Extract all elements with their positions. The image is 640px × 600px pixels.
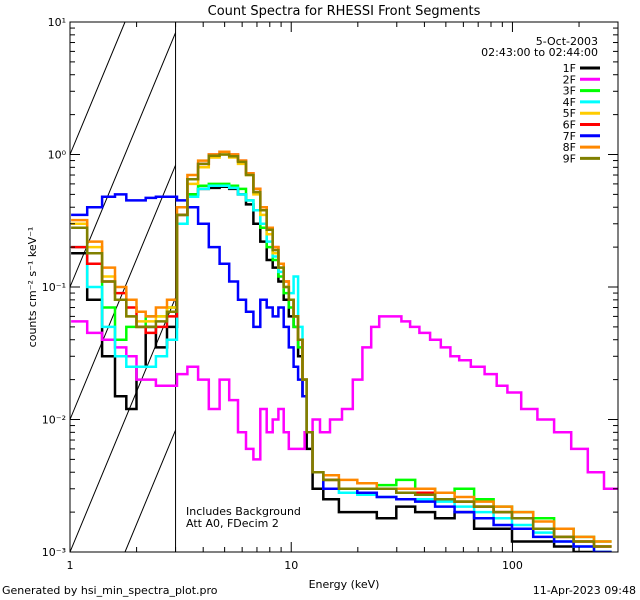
x-tick-label: 10 xyxy=(284,559,298,572)
series-line-7f xyxy=(71,193,612,552)
y-tick-label: 10⁻¹ xyxy=(42,281,66,294)
annotation-background: Includes Background xyxy=(186,505,301,518)
series-line-8f xyxy=(71,150,612,543)
legend-label-7f: 7F xyxy=(563,130,576,143)
legend-label-3f: 3F xyxy=(563,85,576,98)
hatch-line xyxy=(70,31,176,289)
y-tick-label: 10⁰ xyxy=(48,149,67,162)
y-tick-label: 10¹ xyxy=(48,16,66,29)
legend-label-9f: 9F xyxy=(563,152,576,165)
footer-generated-by: Generated by hsi_min_spectra_plot.pro xyxy=(2,584,218,597)
hatch-line xyxy=(0,22,15,552)
x-tick-label: 100 xyxy=(502,559,523,572)
y-axis-label: counts cm⁻² s⁻¹ keV⁻¹ xyxy=(26,227,39,348)
legend-label-8f: 8F xyxy=(563,141,576,154)
legend-label-5f: 5F xyxy=(563,107,576,120)
y-tick-label: 10⁻³ xyxy=(42,546,66,559)
hatch-line xyxy=(70,22,126,156)
legend-label-6f: 6F xyxy=(563,119,576,132)
hatch-line xyxy=(620,22,640,552)
series-line-4f xyxy=(71,184,612,552)
series-line-9f xyxy=(71,153,612,548)
hatch-line xyxy=(235,22,455,552)
series-lines xyxy=(71,150,618,552)
hatch-line xyxy=(70,296,176,552)
legend-label-4f: 4F xyxy=(563,96,576,109)
x-tick-label: 1 xyxy=(67,559,74,572)
time-range-label: 02:43:00 to 02:44:00 xyxy=(481,46,598,59)
hatch-line xyxy=(345,22,565,552)
annotation-attenuator: Att A0, FDecim 2 xyxy=(186,517,279,530)
footer-timestamp: 11-Apr-2023 09:48 xyxy=(533,584,636,597)
series-line-1f xyxy=(71,185,612,552)
axis-ticks: 1 10 100 10⁻³ 10⁻² 10⁻¹ 10⁰ 10¹ xyxy=(42,16,619,572)
x-axis-label: Energy (keV) xyxy=(309,578,380,591)
legend-label-1f: 1F xyxy=(563,62,576,75)
chart-title: Count Spectra for RHESSI Front Segments xyxy=(208,4,481,19)
legend-label-2f: 2F xyxy=(563,73,576,86)
date-label: 5-Oct-2003 xyxy=(536,35,598,48)
hatch-line xyxy=(124,428,176,552)
series-line-2f xyxy=(71,315,618,491)
plot-frame xyxy=(69,21,619,553)
y-tick-label: 10⁻² xyxy=(42,414,66,427)
